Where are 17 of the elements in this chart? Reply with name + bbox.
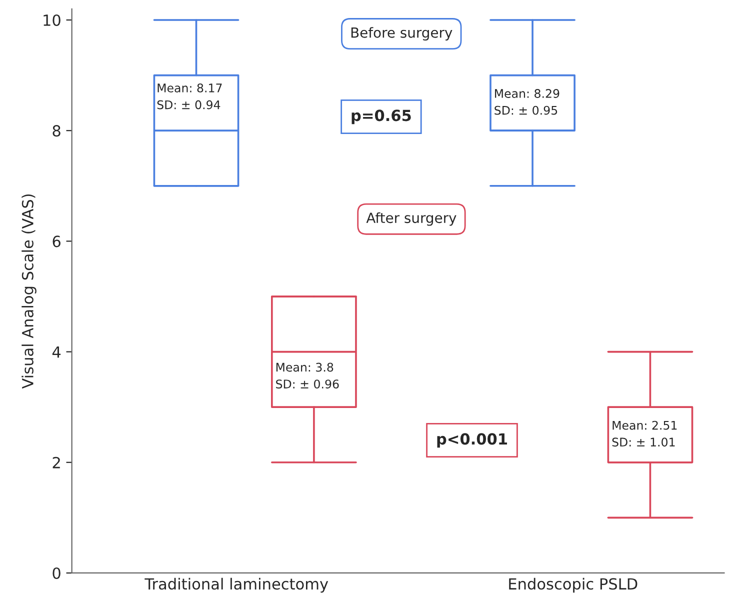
annotation: Mean: 8.17 SD: ± 0.94 (157, 83, 222, 110)
y-axis-title: Visual Analog Scale (VAS) (22, 194, 36, 389)
y-tick-label: 2 (52, 456, 60, 468)
text: After surgery (366, 212, 456, 226)
y-tick-label: 8 (52, 125, 60, 137)
x-tick-label: Traditional laminectomy (144, 578, 328, 593)
x-tick-label: Endoscopic PSLD (509, 578, 638, 593)
annotation: Mean: 2.51 SD: ± 1.01 (612, 420, 677, 447)
annotation: p<0.001 (437, 433, 507, 448)
annotation: Mean: 3.8 SD: ± 0.96 (276, 362, 339, 388)
y-tick-label: 10 (44, 14, 60, 26)
text: Before surgery (351, 27, 452, 41)
y-tick-label: 4 (52, 346, 61, 358)
annotation: Mean: 8.29 SD: ± 0.95 (494, 89, 560, 115)
y-tick-label: 6 (52, 236, 60, 248)
y-tick-label: 0 (52, 567, 60, 580)
annotation: p=0.65 (352, 110, 411, 124)
